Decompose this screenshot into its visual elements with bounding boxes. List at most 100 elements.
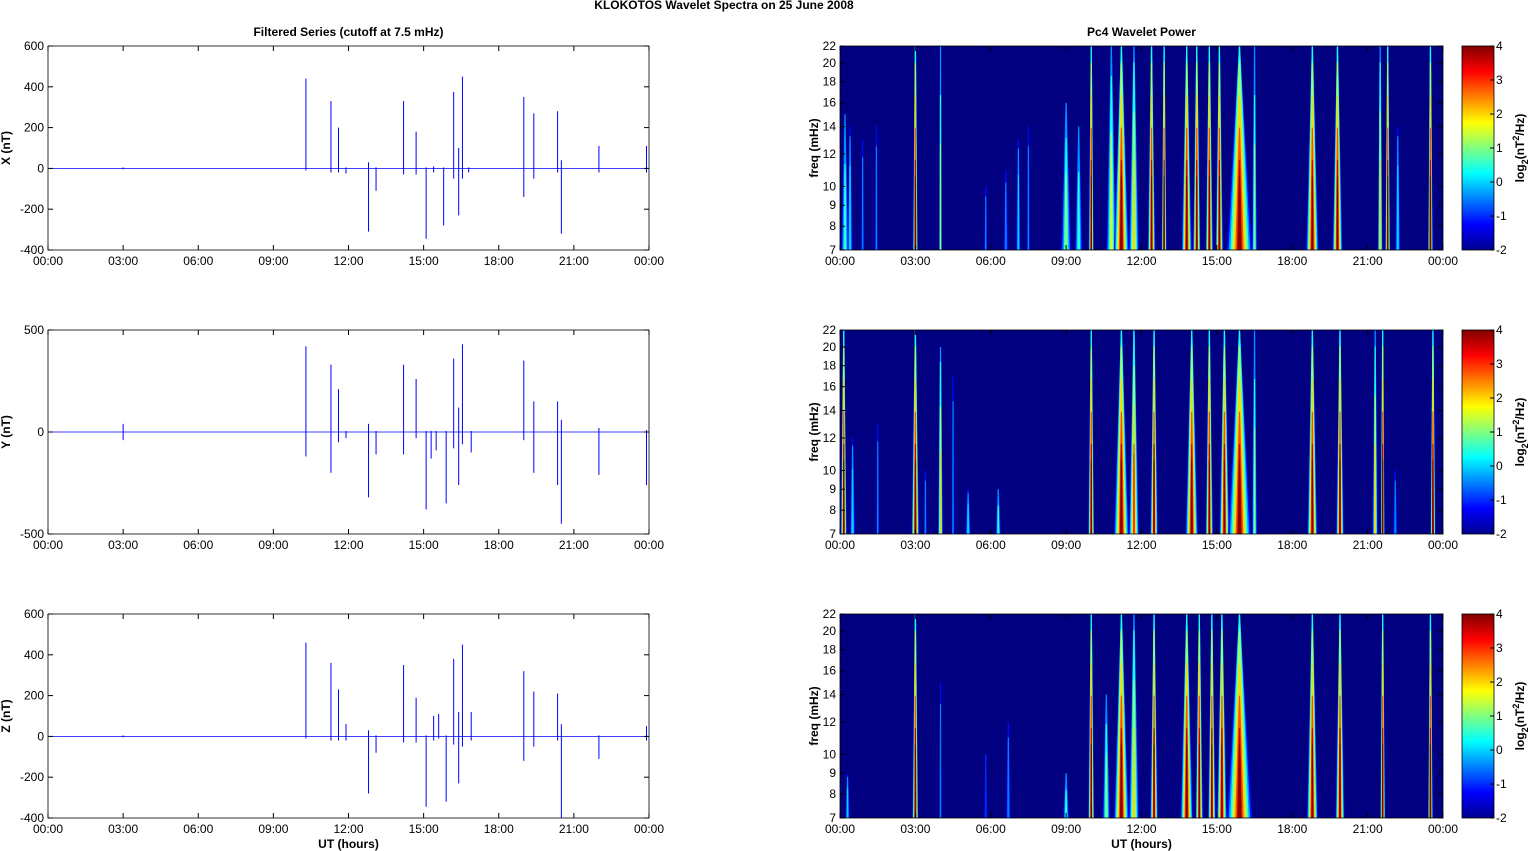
colorbar-label-part: log	[1513, 732, 1527, 750]
x-tick-label: 18:00	[1277, 254, 1307, 268]
x-tick-label: 03:00	[900, 254, 930, 268]
power-burst	[1017, 175, 1020, 250]
y-tick-label: 7	[829, 243, 836, 257]
chart-title: Pc4 Wavelet Power	[1087, 25, 1196, 39]
colorbar-label-part: (nT	[1513, 424, 1527, 443]
x-tick-label: 06:00	[976, 538, 1006, 552]
x-tick-label: 03:00	[108, 254, 138, 268]
power-burst	[1090, 460, 1093, 534]
chart-title: Filtered Series (cutoff at 7.5 mHz)	[253, 25, 443, 39]
colorbar-tick-label: 2	[1496, 107, 1503, 121]
colorbar-tick-label: -1	[1496, 493, 1507, 507]
power-burst	[1132, 160, 1135, 250]
y-tick-label: 14	[823, 120, 837, 134]
power-burst	[1237, 744, 1242, 818]
colorbar-tick-label: 4	[1496, 39, 1503, 53]
y-tick-label: 12	[823, 147, 837, 161]
power-burst	[984, 754, 987, 818]
colorbar-label-sub: 2	[1520, 443, 1529, 448]
x-tick-label: 12:00	[333, 254, 363, 268]
power-burst	[1132, 728, 1135, 818]
power-burst	[1396, 166, 1399, 250]
y-tick-label: 7	[829, 811, 836, 825]
x-tick-label: 12:00	[1126, 822, 1156, 836]
x-tick-label: 06:00	[183, 538, 213, 552]
power-burst	[1237, 176, 1242, 250]
colorbar-tick-label: 2	[1496, 675, 1503, 689]
x-tick-label: 21:00	[1353, 254, 1383, 268]
x-tick-label: 21:00	[559, 254, 589, 268]
y-tick-label: 9	[829, 198, 836, 212]
y-tick-label: 22	[823, 39, 837, 53]
x-tick-label: 09:00	[1051, 822, 1081, 836]
y-tick-label: 18	[823, 75, 837, 89]
x-axis-label: UT (hours)	[1111, 837, 1172, 851]
power-burst	[1120, 744, 1123, 818]
power-burst	[1394, 480, 1397, 534]
x-tick-label: 12:00	[1126, 538, 1156, 552]
colorbar-tick-label: -2	[1496, 527, 1507, 541]
colorbar-label-sup: 2	[1511, 136, 1521, 141]
power-burst	[1237, 460, 1241, 534]
power-burst	[1133, 454, 1135, 534]
power-burst	[1381, 460, 1384, 534]
power-burst	[1185, 176, 1188, 250]
time-series-panel: 00:00 03:00 06:00 09:00 12:00 15:00 18:00 21:00…	[0, 607, 664, 851]
heatmap-area	[840, 46, 1443, 250]
power-burst	[1208, 460, 1211, 534]
colorbar-tick-label: 0	[1496, 459, 1503, 473]
y-tick-label: 10	[823, 179, 837, 193]
x-tick-label: 18:00	[1277, 822, 1307, 836]
x-tick-label: 03:00	[108, 538, 138, 552]
x-tick-label: 06:00	[976, 254, 1006, 268]
y-tick-label: 0	[37, 729, 44, 743]
x-axis-label: UT (hours)	[318, 837, 379, 851]
y-tick-label: 20	[823, 340, 837, 354]
y-tick-label: -400	[20, 243, 44, 257]
y-tick-label: 10	[823, 747, 837, 761]
power-burst	[939, 143, 942, 250]
power-burst	[1432, 460, 1434, 534]
power-burst	[1429, 744, 1432, 818]
colorbar-label-part: /Hz)	[1513, 114, 1527, 136]
colorbar-tick-label: 1	[1496, 425, 1503, 439]
y-tick-label: 400	[24, 80, 44, 94]
power-burst	[1110, 153, 1113, 250]
x-tick-label: 00:00	[825, 822, 855, 836]
colorbar-label: log2(nT2/Hz)	[1511, 398, 1529, 467]
colorbar-label: log2(nT2/Hz)	[1511, 114, 1529, 183]
power-burst	[1185, 744, 1188, 818]
power-burst	[1090, 176, 1093, 250]
colorbar-tick-label: 4	[1496, 323, 1503, 337]
colorbar-label: log2(nT2/Hz)	[1511, 682, 1529, 751]
heatmap-area	[840, 614, 1443, 818]
y-tick-label: 12	[823, 431, 837, 445]
power-burst	[876, 441, 879, 534]
power-burst	[1381, 744, 1384, 818]
power-burst	[939, 451, 942, 534]
power-burst	[1339, 744, 1341, 818]
colorbar	[1461, 613, 1495, 819]
y-tick-label: 0	[37, 425, 44, 439]
x-tick-label: 15:00	[409, 254, 439, 268]
x-tick-label: 00:00	[1428, 538, 1458, 552]
y-tick-label: 16	[823, 380, 837, 394]
y-tick-label: 18	[823, 643, 837, 657]
colorbar	[1461, 45, 1495, 251]
y-tick-label: -200	[20, 202, 44, 216]
power-burst	[1386, 176, 1389, 250]
colorbar-tick-label: 1	[1496, 141, 1503, 155]
x-tick-label: 00:00	[634, 538, 664, 552]
y-axis-label: freq (mHz)	[807, 118, 821, 177]
power-burst	[1218, 176, 1221, 250]
x-tick-label: 09:00	[258, 254, 288, 268]
y-tick-label: 14	[823, 688, 837, 702]
power-burst	[1120, 176, 1123, 250]
x-tick-label: 15:00	[409, 538, 439, 552]
x-tick-label: 06:00	[183, 822, 213, 836]
wavelet-panel: 00:00 03:00 06:00 09:00 12:00 15:00 18:00 21:00…	[807, 607, 1529, 851]
x-tick-label: 09:00	[258, 538, 288, 552]
y-tick-label: 8	[829, 503, 836, 517]
power-burst	[1211, 744, 1213, 818]
